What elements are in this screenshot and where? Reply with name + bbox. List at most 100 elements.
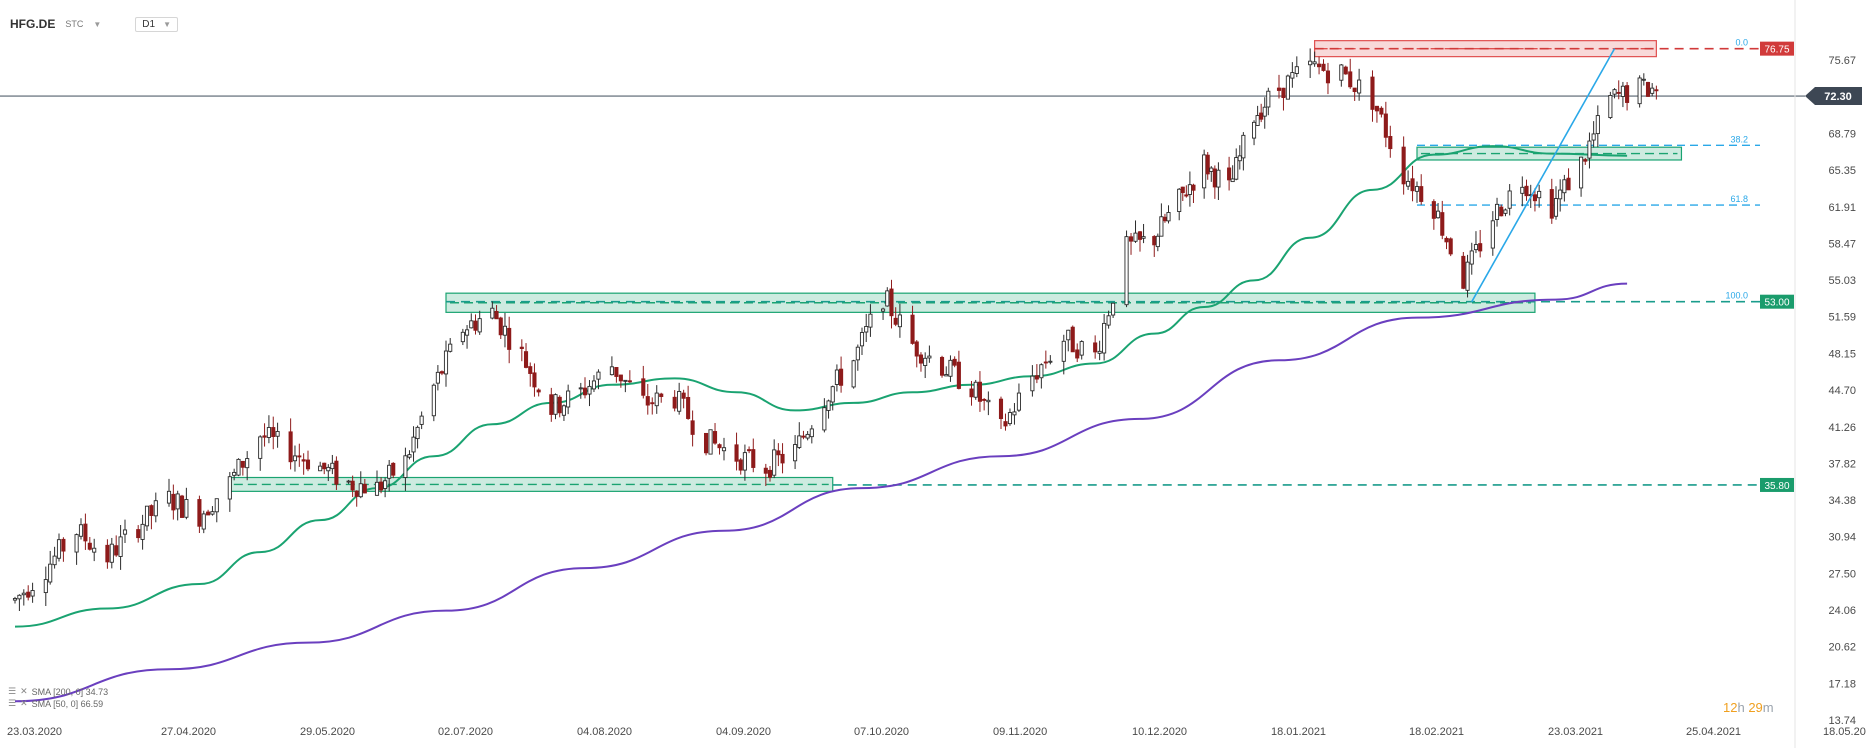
candle-body [1177, 188, 1182, 212]
countdown-hours-unit: h [1737, 700, 1745, 715]
candle-body [977, 381, 982, 402]
candle-body [1357, 79, 1362, 94]
candle-body [1587, 140, 1592, 159]
candle-body [948, 359, 953, 377]
candles-group [12, 48, 1659, 612]
candle-body [1591, 133, 1596, 141]
candle-body [1558, 189, 1563, 200]
candle-body [1641, 78, 1646, 81]
candle-body [56, 539, 62, 559]
candle-body [998, 398, 1004, 420]
chevron-down-icon[interactable]: ▼ [93, 19, 102, 29]
close-icon[interactable]: ✕ [20, 698, 28, 708]
x-tick-label: 27.04.2020 [161, 726, 216, 738]
candle-body [407, 454, 412, 458]
sma200-line [14, 282, 1628, 703]
candle-body [1237, 155, 1242, 162]
candle-body [566, 390, 571, 408]
candle-body [650, 402, 655, 405]
candle-body [48, 563, 53, 583]
candle-body [419, 415, 424, 425]
candle-body [1478, 243, 1483, 252]
candle-body [201, 513, 206, 530]
candle-body [305, 459, 311, 470]
last-price-badge [1805, 87, 1862, 106]
candle-body [1507, 190, 1512, 209]
y-tick-label: 20.62 [1828, 642, 1856, 654]
candle-body [704, 432, 709, 454]
candle-body [232, 471, 237, 476]
candle-body [1093, 342, 1098, 353]
candle-body [1252, 121, 1257, 139]
candle-body [262, 435, 267, 438]
candle-body [859, 332, 865, 347]
candle-body [776, 450, 781, 456]
fib-level-label: 38.2 [1730, 134, 1748, 144]
candle-body [944, 374, 949, 377]
candle-body [681, 392, 686, 399]
candle-body [1650, 87, 1655, 94]
candle-body [1339, 64, 1344, 81]
candle-body [383, 480, 388, 489]
candle-body [387, 464, 392, 479]
candle-body [1137, 231, 1143, 240]
candle-body [1276, 87, 1282, 91]
candle-body [1079, 341, 1084, 356]
candle-body [855, 346, 860, 361]
candle-body [214, 498, 219, 513]
instrument-symbol[interactable]: HFG.DE [10, 17, 56, 31]
indicator-legend-sma200[interactable]: ☰ ✕ SMA [200, 0] 34.73 [8, 686, 108, 697]
level-price-label: 35.80 [1764, 481, 1789, 492]
candle-body [1524, 185, 1529, 197]
candle-body [1431, 201, 1436, 219]
candle-body [881, 308, 886, 312]
candle-body [914, 341, 919, 357]
candle-body [1012, 411, 1017, 416]
candle-body [1124, 236, 1129, 306]
fib-level-label: 100.0 [1725, 291, 1748, 301]
indicator-legend-sma50[interactable]: ☰ ✕ SMA [50, 0] 66.59 [8, 698, 103, 709]
candle-body [1312, 61, 1317, 65]
candle-body [1566, 177, 1571, 191]
candle-body [122, 529, 128, 535]
candle-body [1625, 85, 1630, 103]
candle-body [1162, 216, 1167, 222]
candle-body [939, 356, 945, 376]
candle-body [30, 590, 35, 597]
candle-body [1461, 255, 1466, 289]
candle-body [379, 481, 384, 491]
candle-body [74, 534, 79, 553]
candle-body [171, 493, 176, 511]
y-tick-label: 48.15 [1828, 348, 1856, 360]
candle-body [1532, 194, 1537, 202]
timeframe-selector[interactable]: D1 ▼ [135, 16, 178, 32]
y-tick-label: 30.94 [1828, 532, 1856, 544]
candle-body [1490, 220, 1495, 249]
candle-body [1281, 87, 1286, 98]
timeframe-value: D1 [142, 18, 156, 30]
x-tick-label: 18.05.2021 [1823, 726, 1866, 738]
sma50-line [14, 145, 1628, 628]
countdown-minutes: 29 [1748, 700, 1763, 715]
candle-body [1133, 232, 1138, 242]
candle-body [591, 380, 597, 390]
candle-body [1473, 244, 1479, 251]
candle-body [271, 427, 276, 437]
close-icon[interactable]: ✕ [20, 686, 28, 696]
candle-body [677, 390, 682, 412]
candle-body [266, 427, 271, 438]
candle-body [805, 433, 810, 439]
candle-body [553, 394, 558, 415]
candle-body [1191, 184, 1196, 191]
candle-body [490, 307, 495, 319]
candle-body [297, 455, 302, 458]
candle-body [1308, 60, 1313, 66]
candle-body [1562, 179, 1567, 194]
fib-trend-line [1471, 48, 1616, 303]
candle-body [17, 594, 22, 600]
candle-body [1645, 81, 1651, 97]
candle-body [326, 466, 331, 472]
candle-body [1259, 112, 1264, 120]
candle-body [868, 313, 873, 328]
